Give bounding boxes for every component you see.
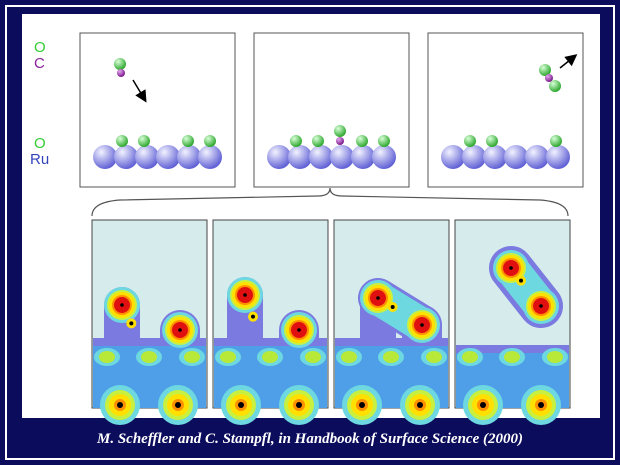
ru-atom (114, 145, 138, 169)
ru-core (538, 402, 544, 408)
label-c: C (34, 55, 45, 72)
label-o: O (34, 39, 46, 56)
blob-green (184, 351, 200, 363)
ru-atom (525, 145, 549, 169)
o-atom (312, 135, 324, 147)
ru-atom (177, 145, 201, 169)
caption: M. Scheffler and C. Stampfl, in Handbook… (96, 431, 523, 447)
o-core (420, 323, 424, 327)
density-panel (334, 220, 449, 425)
ru-atom (156, 145, 180, 169)
ru-atom (504, 145, 528, 169)
blob-green (341, 351, 357, 363)
ru-atom (330, 145, 354, 169)
blob-green (426, 351, 442, 363)
ru-atom (351, 145, 375, 169)
ru-core (175, 402, 181, 408)
o-core (509, 266, 513, 270)
o-atom (290, 135, 302, 147)
o-core (297, 328, 301, 332)
blob-green (220, 351, 236, 363)
c-atom (336, 137, 344, 145)
blob-green (99, 351, 115, 363)
ru-atom (309, 145, 333, 169)
o-core (376, 296, 380, 300)
ru-atom (93, 145, 117, 169)
c-core (251, 315, 255, 319)
ru-atom (288, 145, 312, 169)
ru-atom (483, 145, 507, 169)
ru-atom (546, 145, 570, 169)
ru-core (480, 402, 486, 408)
o-core (243, 293, 247, 297)
ru-atom (135, 145, 159, 169)
c-core (391, 305, 395, 309)
ru-core (296, 402, 302, 408)
blob-green (262, 351, 278, 363)
o-core (539, 304, 543, 308)
c-core (519, 279, 523, 283)
ru-core (238, 402, 244, 408)
ru-core (117, 402, 123, 408)
c-core (129, 321, 133, 325)
o-atom (334, 125, 346, 137)
label-ru: Ru (30, 151, 49, 168)
ru-atom (441, 145, 465, 169)
o-atom (486, 135, 498, 147)
o-core (178, 328, 182, 332)
blob-green (141, 351, 157, 363)
density-panel (455, 220, 570, 425)
o-core (120, 303, 124, 307)
o-atom (549, 80, 561, 92)
top-panels (80, 33, 583, 187)
o-atom (204, 135, 216, 147)
o-atom (356, 135, 368, 147)
ru-atom (198, 145, 222, 169)
c-atom (545, 74, 553, 82)
o-atom (464, 135, 476, 147)
o-atom (550, 135, 562, 147)
label-o: O (34, 135, 46, 152)
ru-core (417, 402, 423, 408)
page: O C O Ru M. Scheffler and C. Stampfl, in… (0, 0, 620, 465)
blob-green (383, 351, 399, 363)
ru-core (359, 402, 365, 408)
ru-atom (372, 145, 396, 169)
o-atom (138, 135, 150, 147)
density-panel (213, 220, 328, 425)
o-atom (114, 58, 126, 70)
ru-atom (462, 145, 486, 169)
slide: O C O Ru M. Scheffler and C. Stampfl, in… (0, 0, 620, 465)
blob-green (305, 351, 321, 363)
ru-atom (267, 145, 291, 169)
blob-green (462, 351, 478, 363)
c-atom (117, 69, 125, 77)
o-atom (182, 135, 194, 147)
density-panel (92, 220, 207, 425)
o-atom (116, 135, 128, 147)
o-atom (378, 135, 390, 147)
blob-green (504, 351, 520, 363)
blob-green (547, 351, 563, 363)
